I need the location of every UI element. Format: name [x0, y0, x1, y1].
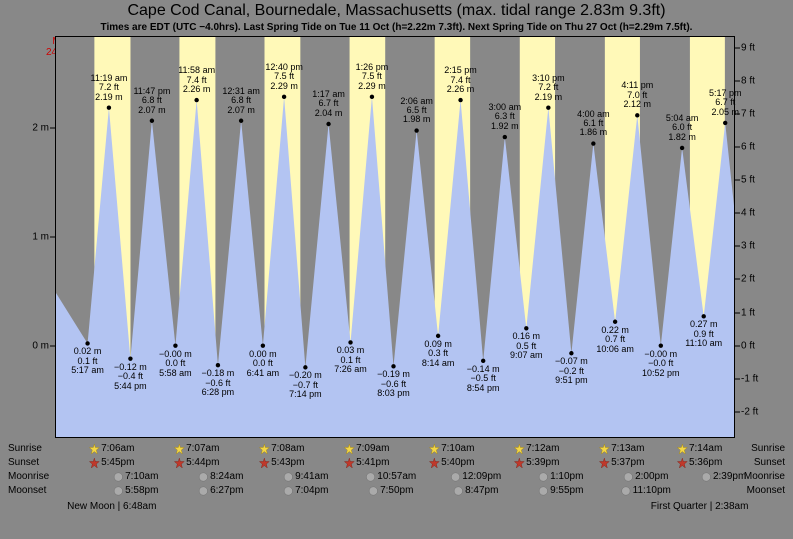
tide-point-label: −0.20 m−0.7 ft7:14 pm [289, 371, 322, 399]
astro-row-label: Sunset [754, 457, 785, 468]
astro-cell: 5:36pm [677, 457, 722, 468]
tide-point-label: 11:47 pm6.8 ft2.07 m [133, 87, 170, 115]
tide-point-label: 4:00 am6.1 ft1.86 m [577, 110, 610, 138]
tide-point-label: 5:17 pm6.7 ft2.05 m [709, 89, 742, 117]
tide-point-label: 0.02 m0.1 ft5:17 am [71, 347, 104, 375]
astro-row-label: Sunrise [751, 443, 785, 454]
tide-point-label: 1:17 am6.7 ft2.04 m [312, 90, 345, 118]
astro-row-label: Moonset [747, 485, 785, 496]
tide-point-label: 0.03 m0.1 ft7:26 am [334, 346, 367, 374]
tide-point-label: 0.00 m0.0 ft6:41 am [247, 350, 280, 378]
ytick-ft: 5 ft [741, 175, 755, 186]
astro-cell: 12:09pm [450, 471, 501, 482]
ytick-ft: -1 ft [741, 373, 758, 384]
tide-point-label: 4:11 pm7.0 ft2.12 m [621, 81, 653, 109]
astro-cell: 5:39pm [514, 457, 559, 468]
tide-point-label: 11:19 am7.2 ft2.19 m [90, 74, 127, 102]
tide-point-label: −0.19 m−0.6 ft8:03 pm [377, 370, 410, 398]
astro-cell: 7:14am [677, 443, 722, 454]
tide-point-label: 0.09 m0.3 ft8:14 am [422, 340, 455, 368]
astro-cell: 5:58pm [113, 485, 158, 496]
tide-point-label: −0.00 m−0.0 ft10:52 pm [642, 350, 680, 378]
tide-point-label: 3:00 am6.3 ft1.92 m [489, 103, 522, 131]
ytick-ft: 9 ft [741, 42, 755, 53]
astro-row-label: Sunrise [8, 443, 42, 454]
tide-point-label: 0.27 m0.9 ft11:10 am [685, 320, 722, 348]
ytick-ft: 3 ft [741, 241, 755, 252]
astro-cell: 9:41am [283, 471, 328, 482]
tide-point-label: 3:10 pm7.2 ft2.19 m [532, 74, 565, 102]
ytick-ft: -2 ft [741, 406, 758, 417]
ytick-ft: 1 ft [741, 307, 755, 318]
astro-cell: 5:44pm [174, 457, 219, 468]
ytick-m: 1 m [32, 232, 49, 243]
astro-cell: 8:24am [198, 471, 243, 482]
astro-cell: 7:10am [429, 443, 474, 454]
astro-cell: 2:00pm [623, 471, 668, 482]
astro-row-label: Moonset [8, 485, 46, 496]
astro-cell: 11:10pm [621, 485, 671, 496]
astro-cell: 7:07am [174, 443, 219, 454]
ytick-m: 2 m [32, 123, 49, 134]
moon-phase: New Moon | 6:48am [67, 501, 156, 512]
astro-row-label: Moonrise [8, 471, 49, 482]
chart-subtitle: Times are EDT (UTC −4.0hrs). Last Spring… [0, 22, 793, 33]
ytick-ft: 7 ft [741, 108, 755, 119]
astro-row-label: Moonrise [744, 471, 785, 482]
tide-point-label: −0.12 m−0.4 ft5:44 pm [114, 363, 147, 391]
tide-point-label: 12:40 pm7.5 ft2.29 m [265, 63, 303, 91]
astro-cell: 7:50pm [368, 485, 413, 496]
tide-point-label: 2:06 am6.5 ft1.98 m [400, 97, 433, 125]
astro-cell: 7:04pm [283, 485, 328, 496]
tide-point-label: 0.22 m0.7 ft10:06 am [596, 326, 634, 354]
moon-phase: First Quarter | 2:38am [651, 501, 749, 512]
astro-cell: 5:37pm [599, 457, 644, 468]
tide-plot: 0.02 m0.1 ft5:17 am 11:19 am7.2 ft2.19 m −… [55, 36, 735, 438]
ytick-ft: 2 ft [741, 274, 755, 285]
astro-cell: 2:39pm [701, 471, 746, 482]
astro-cell: 6:27pm [198, 485, 243, 496]
astro-cell: 5:40pm [429, 457, 474, 468]
tide-point-label: 0.16 m0.5 ft9:07 am [510, 332, 543, 360]
tide-point-label: −0.07 m−0.2 ft9:51 pm [555, 357, 588, 385]
tide-point-label: −0.00 m0.0 ft5:58 am [159, 350, 192, 378]
astro-cell: 7:09am [344, 443, 389, 454]
ytick-ft: 0 ft [741, 340, 755, 351]
astro-cell: 7:06am [89, 443, 134, 454]
tide-point-label: 12:31 am6.8 ft2.07 m [222, 87, 260, 115]
ytick-ft: 8 ft [741, 75, 755, 86]
tide-point-label: 11:58 am7.4 ft2.26 m [178, 66, 215, 94]
astro-cell: 7:10am [113, 471, 158, 482]
astro-cell: 9:55pm [538, 485, 583, 496]
tide-point-label: 2:15 pm7.4 ft2.26 m [444, 66, 477, 94]
tide-point-label: −0.14 m−0.5 ft8:54 pm [467, 365, 500, 393]
astro-cell: 10:57am [365, 471, 416, 482]
tide-point-label: −0.18 m−0.6 ft6:28 pm [202, 369, 235, 397]
astro-cell: 5:41pm [344, 457, 389, 468]
astro-cell: 7:12am [514, 443, 559, 454]
ytick-ft: 4 ft [741, 208, 755, 219]
tide-point-label: 5:04 am6.0 ft1.82 m [666, 114, 699, 142]
ytick-ft: 6 ft [741, 141, 755, 152]
astro-cell: 5:43pm [259, 457, 304, 468]
astro-cell: 7:08am [259, 443, 304, 454]
tide-point-label: 1:26 pm7.5 ft2.29 m [356, 63, 389, 91]
astro-cell: 8:47pm [453, 485, 498, 496]
astro-row-label: Sunset [8, 457, 39, 468]
chart-title: Cape Cod Canal, Bournedale, Massachusett… [0, 2, 793, 20]
y-axis-m: 0 m 1 m 2 m [0, 36, 55, 438]
y-axis-ft: -2 ft -1 ft 0 ft 1 ft 2 ft 3 ft 4 ft 5 ft 6 ft 7 … [735, 36, 793, 438]
astro-cell: 5:45pm [89, 457, 134, 468]
ytick-m: 0 m [32, 340, 49, 351]
astro-cell: 7:13am [599, 443, 644, 454]
astro-cell: 1:10pm [538, 471, 583, 482]
